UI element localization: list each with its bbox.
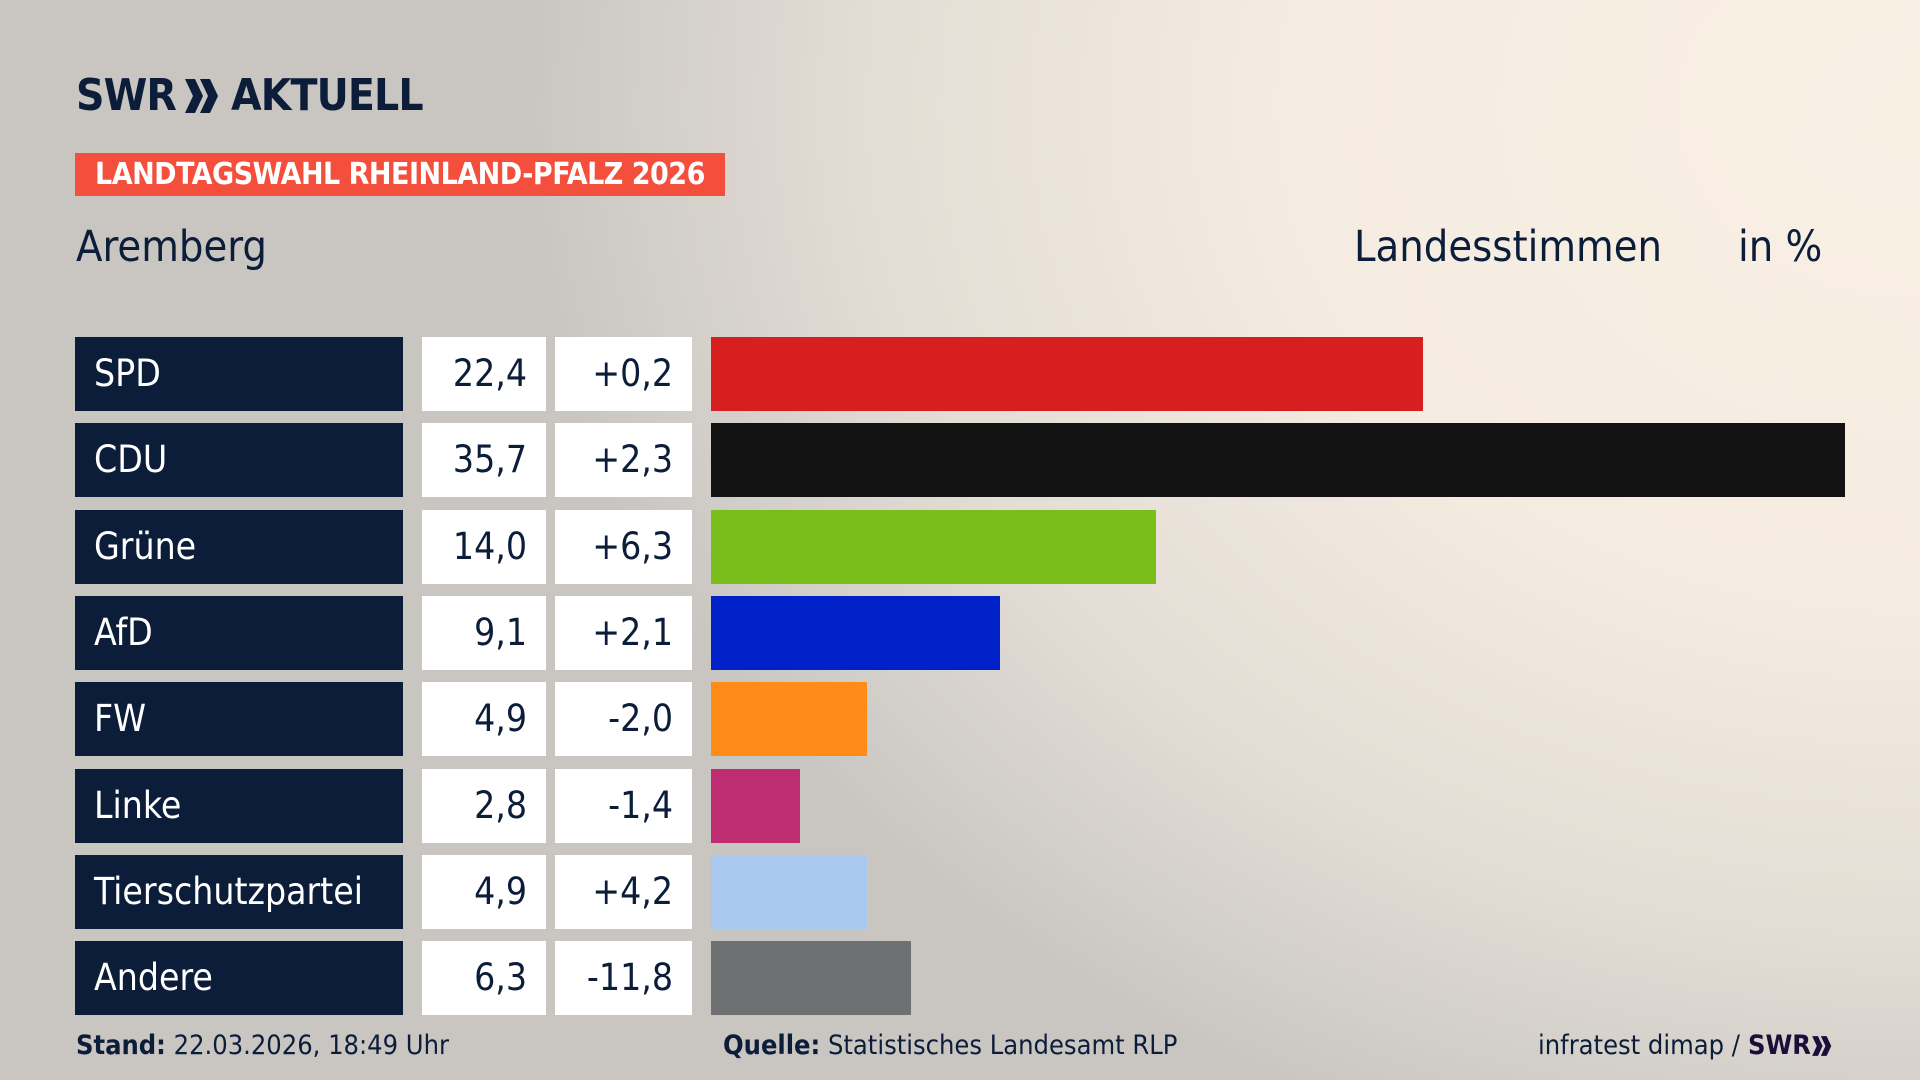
credit: infratest dimap / SWR	[1538, 1030, 1833, 1061]
source-label: Quelle:	[723, 1030, 821, 1061]
chevrons-icon	[185, 78, 219, 113]
column-title: Landesstimmen	[1354, 222, 1663, 272]
vote-share: 35,7	[422, 423, 546, 498]
bar-tierschutzpartei	[711, 854, 867, 929]
vote-share: 6,3	[422, 941, 546, 1016]
logo-swr: SWR	[76, 70, 177, 121]
party-label: FW	[75, 682, 403, 757]
party-label: CDU	[75, 423, 403, 498]
vote-share: 4,9	[422, 682, 546, 757]
district-name: Aremberg	[76, 222, 267, 272]
party-label: Grüne	[75, 509, 403, 584]
vote-share: 2,8	[422, 768, 546, 843]
vote-change: +2,3	[555, 423, 692, 498]
credit-swr-logo: SWR	[1747, 1030, 1811, 1061]
source-value: Statistisches Landesamt RLP	[827, 1030, 1178, 1061]
source: Quelle: Statistisches Landesamt RLP	[723, 1030, 1177, 1061]
bar-fw	[711, 682, 867, 757]
party-label: SPD	[75, 337, 403, 411]
stand-value: 22.03.2026, 18:49 Uhr	[173, 1030, 449, 1061]
chevrons-icon	[1812, 1035, 1832, 1056]
bar-linke	[711, 768, 800, 843]
bar-spd	[711, 337, 1423, 411]
party-label: AfD	[75, 595, 403, 670]
swr-aktuell-logo: SWR AKTUELL	[76, 70, 444, 121]
timestamp: Stand: 22.03.2026, 18:49 Uhr	[76, 1030, 449, 1061]
bar-grüne	[711, 509, 1156, 584]
party-label: Linke	[75, 768, 403, 843]
party-label: Tierschutzpartei	[75, 854, 403, 929]
vote-share: 22,4	[422, 337, 546, 411]
vote-change: +2,1	[555, 595, 692, 670]
stand-label: Stand:	[76, 1030, 166, 1061]
bar-afd	[711, 595, 1001, 670]
logo-aktuell: AKTUELL	[231, 70, 424, 121]
election-banner: LANDTAGSWAHL RHEINLAND-PFALZ 2026	[75, 153, 725, 196]
vote-change: -2,0	[555, 682, 692, 757]
vote-change: +0,2	[555, 337, 692, 411]
vote-share: 4,9	[422, 854, 546, 929]
vote-share: 14,0	[422, 509, 546, 584]
credit-text: infratest dimap /	[1538, 1030, 1740, 1061]
vote-change: +6,3	[555, 509, 692, 584]
party-label: Andere	[75, 941, 403, 1016]
bar-andere	[711, 941, 912, 1016]
vote-share: 9,1	[422, 595, 546, 670]
unit-label: in %	[1738, 222, 1823, 272]
vote-change: +4,2	[555, 854, 692, 929]
vote-change: -11,8	[555, 941, 692, 1016]
bar-cdu	[711, 423, 1845, 498]
vote-change: -1,4	[555, 768, 692, 843]
